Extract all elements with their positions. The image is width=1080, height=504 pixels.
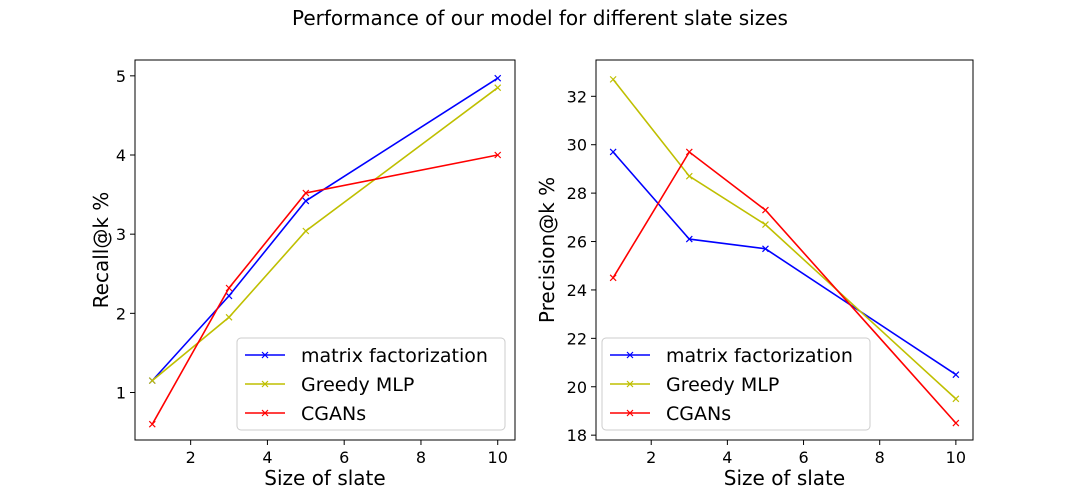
y-axis-label: Recall@k % — [89, 192, 113, 309]
y-tick-label: 1 — [116, 384, 126, 403]
data-point — [302, 197, 310, 205]
y-tick-label: 20 — [567, 378, 587, 397]
y-axis-label: Precision@k % — [535, 177, 559, 323]
figure-title: Performance of our model for different s… — [292, 6, 788, 30]
x-tick-label: 10 — [488, 448, 508, 467]
x-axis-label: Size of slate — [724, 466, 845, 490]
data-point — [148, 420, 156, 428]
legend-label: CGANs — [666, 403, 731, 425]
legend-label: matrix factorization — [666, 345, 853, 367]
data-point — [762, 221, 769, 229]
x-axis-label: Size of slate — [264, 466, 385, 490]
x-tick-label: 4 — [262, 448, 272, 467]
data-point — [225, 292, 233, 300]
data-point — [494, 84, 502, 92]
y-tick-label: 22 — [567, 329, 587, 348]
y-tick-label: 3 — [116, 225, 126, 244]
series-line — [151, 87, 499, 382]
y-tick-label: 30 — [567, 136, 587, 155]
legend: matrix factorization Greedy MLP CGANs — [601, 337, 871, 431]
data-point — [225, 313, 233, 321]
legend-item: Greedy MLP — [610, 374, 779, 396]
legend-item: CGANs — [245, 403, 366, 425]
legend-marker — [626, 409, 634, 417]
series-greedy-mlp — [609, 75, 960, 403]
y-tick-label: 32 — [567, 87, 587, 106]
y-tick-label: 4 — [116, 146, 126, 165]
series-cgans — [148, 151, 502, 428]
data-point — [609, 75, 617, 83]
legend-label: matrix factorization — [301, 345, 488, 367]
legend-marker — [261, 409, 269, 417]
data-point — [762, 245, 769, 253]
legend-box — [601, 337, 871, 431]
x-tick-label: 2 — [646, 448, 656, 467]
data-point — [762, 206, 769, 214]
x-tick-label: 8 — [416, 448, 426, 467]
plot-frame — [134, 59, 516, 441]
data-point — [685, 148, 693, 156]
data-point — [148, 377, 156, 385]
data-point — [952, 395, 960, 403]
data-point — [609, 148, 617, 156]
legend-label: Greedy MLP — [666, 374, 779, 396]
data-point — [952, 419, 960, 427]
data-point — [225, 284, 233, 292]
data-point — [302, 227, 310, 235]
legend-marker — [626, 351, 634, 359]
legend-item: matrix factorization — [245, 345, 488, 367]
data-point — [685, 235, 693, 243]
y-tick-label: 26 — [567, 233, 587, 252]
series-line — [151, 154, 498, 425]
x-tick-label: 10 — [946, 448, 966, 467]
series-greedy-mlp — [148, 84, 502, 385]
legend-item: Greedy MLP — [245, 374, 414, 396]
y-tick-label: 28 — [567, 184, 587, 203]
data-point — [302, 189, 310, 197]
legend-marker — [626, 380, 634, 388]
x-tick-label: 6 — [339, 448, 349, 467]
plot-frame — [595, 59, 974, 441]
series-line — [612, 78, 957, 400]
series-line — [151, 77, 499, 382]
x-tick-label: 4 — [722, 448, 732, 467]
legend-item: CGANs — [610, 403, 731, 425]
legend: matrix factorization Greedy MLP CGANs — [236, 337, 506, 431]
series-line — [612, 150, 957, 424]
y-tick-label: 24 — [567, 281, 587, 300]
legend-box — [236, 337, 506, 431]
y-tick-label: 5 — [116, 67, 126, 86]
data-point — [494, 151, 502, 159]
data-point — [685, 172, 693, 180]
legend-marker — [261, 380, 269, 388]
x-tick-label: 2 — [186, 448, 196, 467]
legend-item: matrix factorization — [610, 345, 853, 367]
legend-marker — [261, 351, 269, 359]
y-tick-label: 2 — [116, 304, 126, 323]
series-cgans — [609, 148, 960, 427]
data-point — [494, 74, 502, 82]
x-tick-label: 6 — [798, 448, 808, 467]
x-tick-label: 8 — [875, 448, 885, 467]
data-point — [952, 371, 960, 379]
y-tick-label: 18 — [567, 426, 587, 445]
data-point — [609, 274, 617, 282]
legend-label: CGANs — [301, 403, 366, 425]
legend-label: Greedy MLP — [301, 374, 414, 396]
